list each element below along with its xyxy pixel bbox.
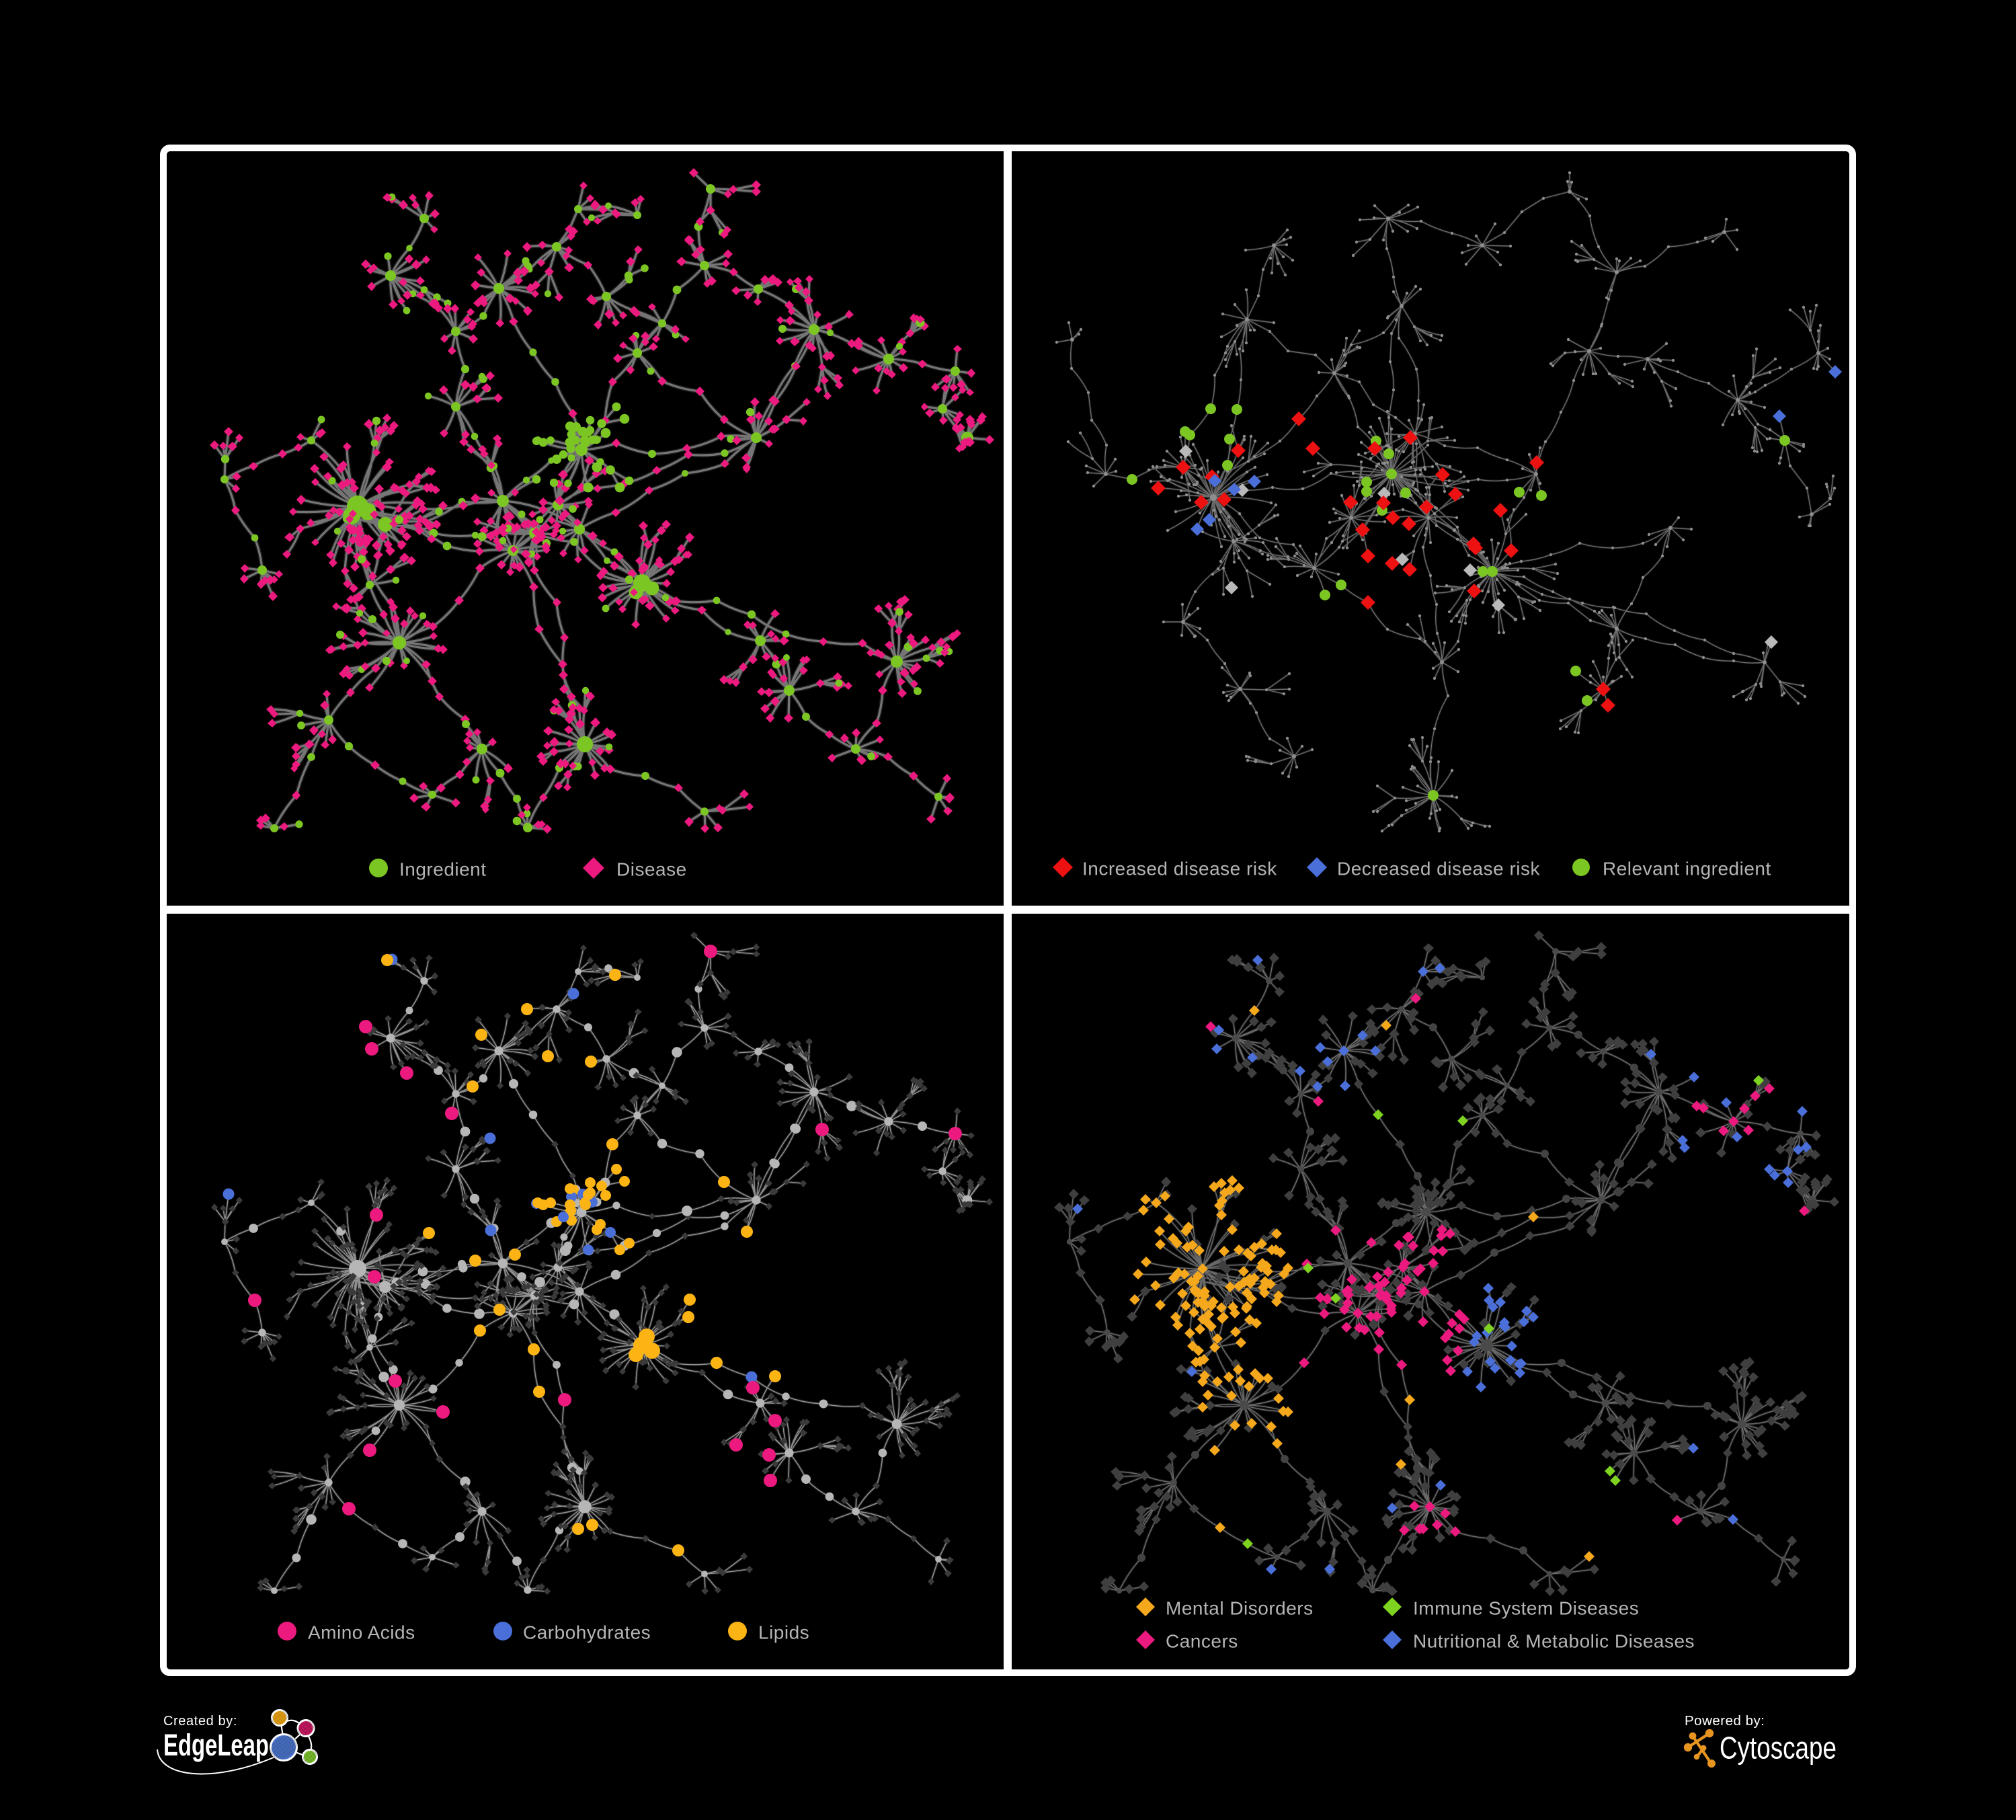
svg-text:Carbohydrates: Carbohydrates xyxy=(523,1622,651,1643)
svg-text:Cancers: Cancers xyxy=(1166,1631,1238,1652)
svg-text:Increased disease risk: Increased disease risk xyxy=(1082,859,1277,879)
svg-text:Disease: Disease xyxy=(616,859,687,880)
svg-text:Lipids: Lipids xyxy=(758,1622,809,1643)
svg-text:Relevant ingredient: Relevant ingredient xyxy=(1603,859,1771,879)
svg-text:Created by:: Created by: xyxy=(163,1714,237,1729)
svg-text:Nutritional & Metabolic Diseas: Nutritional & Metabolic Diseases xyxy=(1413,1631,1695,1652)
svg-text:Powered by:: Powered by: xyxy=(1685,1713,1765,1729)
svg-text:Cytoscape: Cytoscape xyxy=(1720,1731,1837,1766)
svg-text:Decreased disease risk: Decreased disease risk xyxy=(1337,859,1541,879)
svg-text:Mental Disorders: Mental Disorders xyxy=(1166,1598,1314,1619)
svg-text:Amino Acids: Amino Acids xyxy=(308,1622,415,1643)
svg-text:EdgeLeap: EdgeLeap xyxy=(163,1728,269,1762)
svg-text:Ingredient: Ingredient xyxy=(399,859,487,880)
svg-text:Immune System Diseases: Immune System Diseases xyxy=(1413,1598,1639,1619)
